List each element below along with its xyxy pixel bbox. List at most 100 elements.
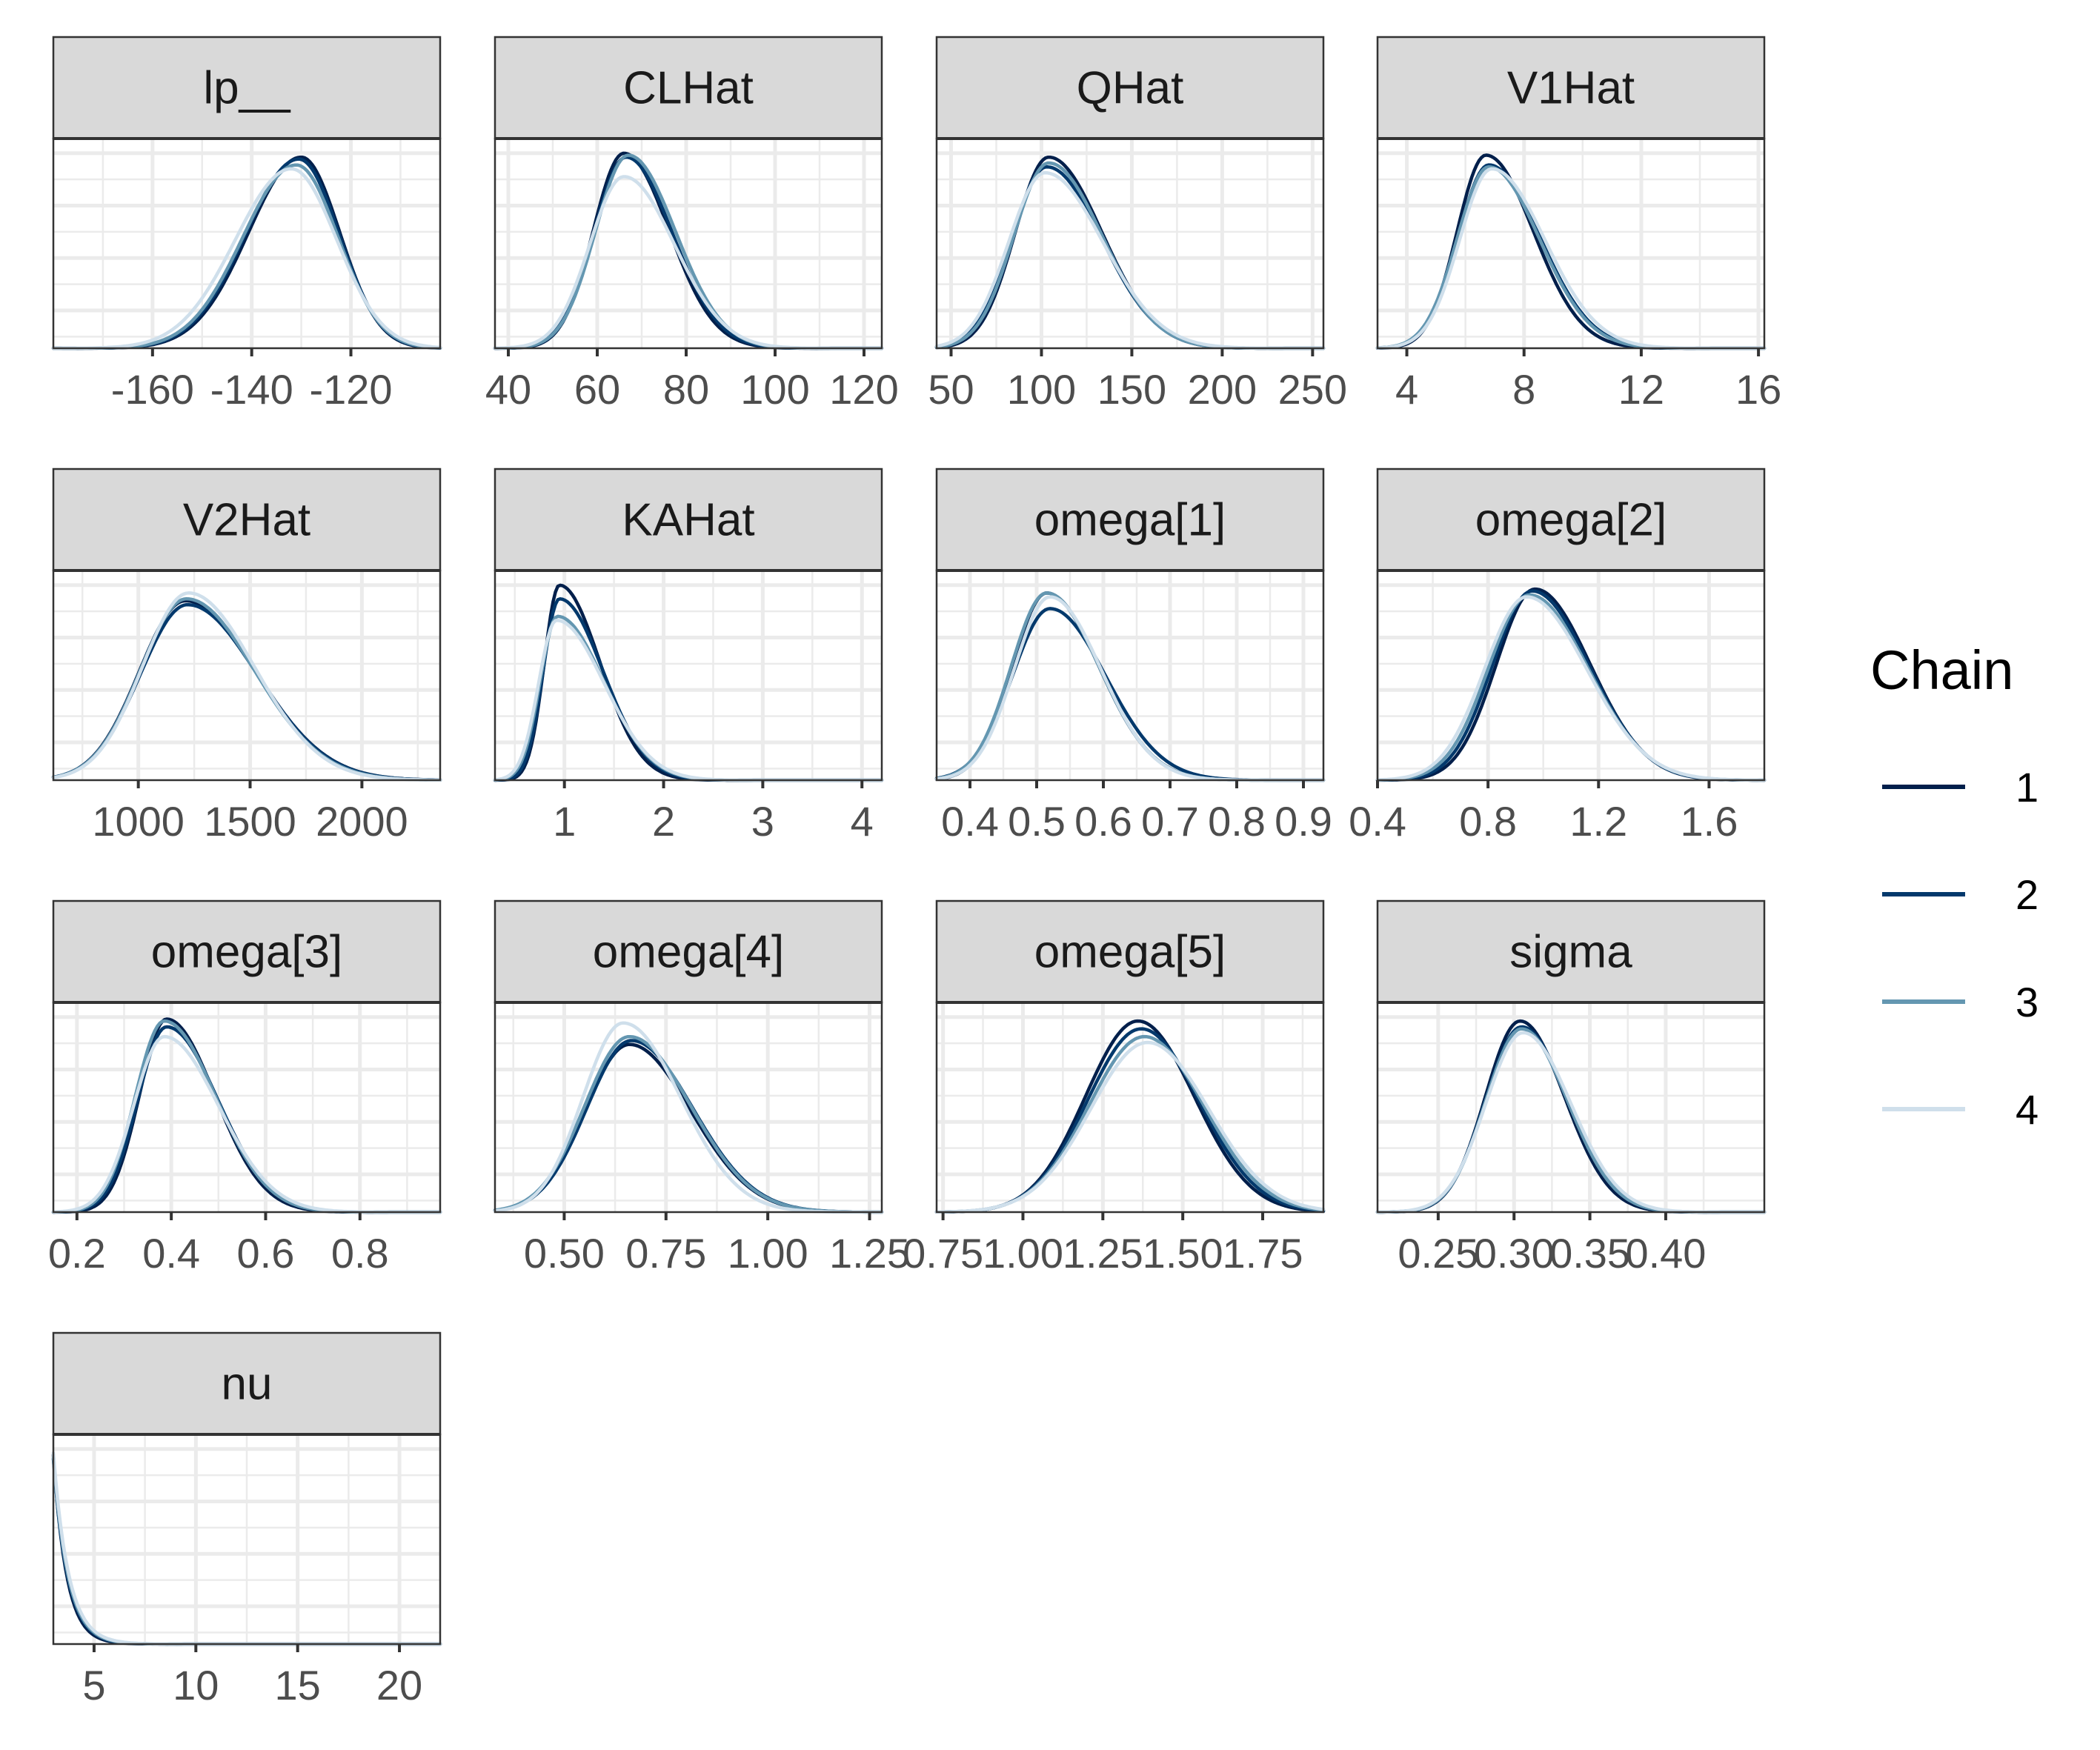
x-tick-label: 1.50 [1143,1230,1223,1277]
density-curves [493,1021,884,1214]
panel-background [495,570,882,780]
density-line-chain-4 [51,591,442,782]
x-tick-label: 3 [751,798,774,845]
facet-panel-sigma: sigma 0.250.300.350.40 [1375,899,1767,1277]
facet-panel-clhat: CLHat 40 60 80 100 120 [485,36,899,413]
x-tick-label: 15 [275,1662,321,1709]
density-line-chain-4 [934,1040,1326,1214]
facet-strip [52,468,442,572]
facet-strip [1376,36,1766,140]
panel-background [495,139,882,348]
x-tick-label: 1.25 [1063,1230,1143,1277]
x-axis: 0.250.300.350.40 [1398,1212,1706,1277]
x-axis: -160 -140 -120 [111,348,393,413]
x-tick-label: 10 [173,1662,219,1709]
x-tick-label: 50 [928,366,974,413]
facet-strip-label: QHat [1077,63,1184,114]
panel-background [937,1002,1323,1212]
legend-title: Chain [1870,639,2013,701]
x-axis: 0.2 0.4 0.6 0.8 [48,1212,389,1277]
x-tick-label: 0.6 [1074,798,1132,845]
legend-label: 2 [2016,871,2038,918]
legend-label: 4 [2016,1086,2038,1133]
facet-panel-omega-5: omega[5] 0.751.001.251.501.75 [903,899,1326,1277]
x-tick-label: -160 [111,366,194,413]
x-axis: 1000 1500 2000 [92,780,408,845]
x-tick-label: 0.40 [1625,1230,1706,1277]
x-axis: 0.751.001.251.501.75 [903,1212,1303,1277]
x-tick-label: 2000 [316,798,408,845]
density-curves [51,591,442,782]
x-tick-label: 60 [574,366,620,413]
x-tick-label: 0.25 [1398,1230,1478,1277]
legend-label: 1 [2016,764,2038,811]
facet-strip-label: omega[4] [593,927,785,978]
facet-strip-label: KAHat [622,495,754,546]
facet-strip-label: V1Hat [1507,63,1635,114]
x-tick-label: 2 [652,798,675,845]
x-tick-label: 0.75 [625,1230,706,1277]
x-tick-label: 5 [82,1662,105,1709]
legend-label: 3 [2016,979,2038,1025]
x-axis: 0.4 0.8 1.2 1.6 [1349,780,1738,845]
facet-panel-omega-3: omega[3] 0.2 0.4 0.6 0.8 [48,899,442,1277]
x-tick-label: 20 [376,1662,422,1709]
panel-grid [937,570,1323,780]
x-axis: 4 8 12 16 [1395,348,1781,413]
x-tick-label: 0.9 [1275,798,1332,845]
facet-strip-label: CLHat [623,63,754,114]
x-tick-label: 1.00 [728,1230,808,1277]
chain-legend: Chain 1 2 3 4 [1870,639,2038,1133]
x-tick-label: 200 [1188,366,1257,413]
facet-strip [1376,468,1766,572]
x-axis: 50 100 150 200 250 [928,348,1347,413]
facet-panel-omega-4: omega[4] 0.50 0.75 1.00 1.25 [493,899,910,1277]
facet-strip [935,36,1325,140]
x-tick-label: 0.8 [331,1230,389,1277]
facet-strip-label: omega[2] [1475,495,1667,546]
x-tick-label: 0.2 [48,1230,106,1277]
x-tick-label: 100 [740,366,809,413]
panel-background [937,570,1323,780]
x-tick-label: 40 [485,366,531,413]
x-tick-label: -140 [210,366,293,413]
panel-background [1378,139,1764,348]
density-curves [1375,587,1767,782]
x-tick-label: 0.50 [524,1230,605,1277]
x-tick-label: 4 [1395,366,1418,413]
x-axis: 40 60 80 100 120 [485,348,899,413]
x-tick-label: 1.75 [1223,1230,1303,1277]
panel-grid [1378,1002,1764,1212]
x-tick-label: 12 [1618,366,1664,413]
panel-grid [495,139,882,348]
facet-strip [935,899,1325,1004]
panel-background [1378,570,1764,780]
x-tick-label: 120 [829,366,898,413]
x-tick-label: 0.35 [1549,1230,1630,1277]
facet-panel-lp: lp__ -160 -140 -120 [51,36,442,413]
x-tick-label: 1 [553,798,576,845]
x-tick-label: 250 [1278,366,1347,413]
x-axis: 1 2 3 4 [553,780,874,845]
x-tick-label: 0.4 [142,1230,200,1277]
panel-grid [937,139,1323,348]
density-line-chain-4 [51,167,442,350]
x-axis: 0.50 0.75 1.00 1.25 [524,1212,910,1277]
legend-item-chain-2: 2 [1882,871,2038,918]
x-tick-label: 1000 [92,798,185,845]
legend-item-chain-1: 1 [1882,764,2038,811]
x-tick-label: 0.4 [941,798,999,845]
facet-panel-nu: nu 5 10 15 20 [51,1331,442,1709]
panel-grid [495,1002,882,1212]
facet-strip-label: sigma [1509,927,1632,978]
panel-grid [53,1434,440,1644]
facet-strip-label: omega[3] [151,927,343,978]
x-tick-label: 0.75 [903,1230,983,1277]
facet-strip [494,36,883,140]
x-tick-label: 1500 [204,798,296,845]
facet-strip-label: omega[5] [1034,927,1226,978]
facet-panel-qhat: QHat 50 100 150 200 250 [928,36,1347,413]
facet-panel-v1hat: V1Hat 4 8 12 16 [1375,36,1781,413]
x-axis: 5 10 15 20 [82,1644,422,1709]
